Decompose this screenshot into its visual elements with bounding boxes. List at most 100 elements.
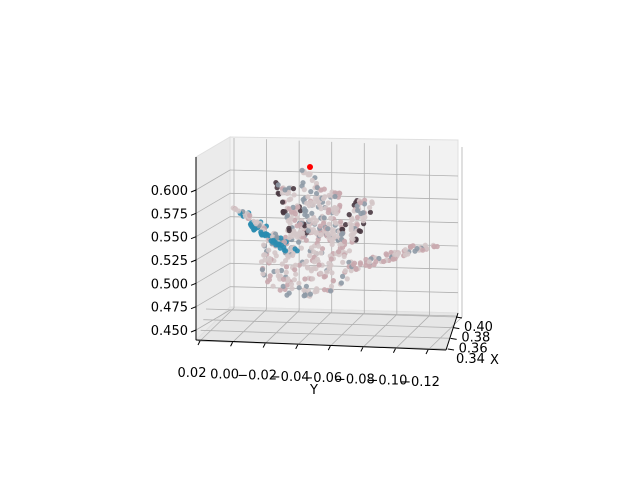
data-point <box>283 264 290 270</box>
data-point <box>294 248 300 254</box>
data-point <box>296 285 302 291</box>
data-point <box>305 228 311 234</box>
data-point <box>307 172 313 178</box>
data-point <box>306 222 312 228</box>
data-point <box>340 259 346 265</box>
data-point <box>328 288 334 294</box>
z-grid-line-back <box>229 216 459 224</box>
data-point <box>292 262 299 268</box>
y-tick-label: −0.12 <box>400 375 440 390</box>
data-point <box>290 186 297 192</box>
data-point <box>314 185 320 191</box>
data-point <box>341 253 347 260</box>
x-grid-line <box>200 329 451 339</box>
data-point <box>279 261 285 267</box>
data-point <box>309 177 315 183</box>
data-point <box>362 197 368 203</box>
data-point <box>301 287 307 293</box>
y-tick <box>360 347 364 352</box>
data-point <box>292 211 298 217</box>
data-point <box>420 247 426 253</box>
z-grid-line <box>195 169 231 191</box>
x-tick-label: 0.38 <box>461 331 490 346</box>
z-tick-label: 0.550 <box>151 231 188 246</box>
z-grid-line <box>195 239 231 261</box>
data-point <box>287 220 293 226</box>
data-point <box>343 222 349 228</box>
data-point <box>326 207 332 213</box>
data-point <box>232 206 239 212</box>
z-tick <box>190 329 197 333</box>
z-tick <box>190 259 197 263</box>
y-tick-label: −0.10 <box>368 374 408 389</box>
data-point <box>265 279 271 285</box>
data-point <box>247 221 254 227</box>
data-point <box>336 249 342 255</box>
data-point <box>280 199 286 205</box>
data-point <box>360 210 366 216</box>
data-point <box>301 187 307 193</box>
data-point <box>296 262 302 268</box>
data-point <box>275 273 281 279</box>
data-point <box>369 200 375 206</box>
data-point <box>332 219 338 225</box>
y-grid-line <box>264 310 300 344</box>
z-grid-line-back <box>229 192 459 200</box>
data-point <box>261 252 267 258</box>
data-point <box>311 249 317 255</box>
data-point <box>298 245 304 251</box>
z-tick-label: 0.525 <box>151 254 188 269</box>
data-point <box>282 187 288 193</box>
data-point <box>280 276 287 282</box>
data-point <box>332 204 338 211</box>
data-point <box>322 194 328 200</box>
data-point <box>317 232 323 238</box>
tick-labels: 0.02 0.00−0.02−0.04−0.06−0.08−0.10−0.12 0.… <box>151 184 493 390</box>
data-point <box>282 209 288 215</box>
data-point <box>383 251 389 257</box>
z-grid-line <box>195 286 231 308</box>
data-point <box>313 230 319 236</box>
data-point <box>289 285 295 292</box>
data-point <box>366 263 373 269</box>
x-axis-line <box>445 312 459 351</box>
data-point <box>316 262 322 268</box>
data-point <box>367 209 373 215</box>
data-point <box>283 234 289 240</box>
data-point <box>308 245 315 251</box>
data-point <box>338 219 344 225</box>
data-point <box>324 230 330 236</box>
data-point <box>277 245 283 251</box>
data-point <box>307 291 313 297</box>
data-point <box>310 276 316 282</box>
z-grid-line <box>195 262 231 284</box>
data-point <box>247 212 253 219</box>
y-tick-label: −0.08 <box>335 372 375 387</box>
data-point <box>407 244 414 250</box>
data-point <box>309 210 315 216</box>
data-point <box>302 276 308 282</box>
y-tick <box>327 345 331 351</box>
data-point <box>350 236 356 242</box>
data-point <box>286 225 292 231</box>
data-point <box>402 247 408 253</box>
data-point <box>328 256 334 262</box>
data-point <box>424 245 430 251</box>
data-point <box>278 235 284 241</box>
y-tick <box>262 343 266 348</box>
floor-pane <box>194 306 459 351</box>
data-point <box>373 259 379 265</box>
y-grid-line <box>232 308 267 343</box>
data-point <box>390 256 396 262</box>
data-point <box>367 205 373 211</box>
data-point <box>267 273 273 279</box>
data-point <box>348 268 354 274</box>
y-tick <box>295 344 299 350</box>
x-tick-label: 0.34 <box>456 352 485 367</box>
data-point <box>277 287 283 293</box>
axes-panes <box>194 136 459 351</box>
data-point <box>307 217 313 223</box>
data-point <box>315 243 322 249</box>
tick-marks <box>190 189 463 355</box>
